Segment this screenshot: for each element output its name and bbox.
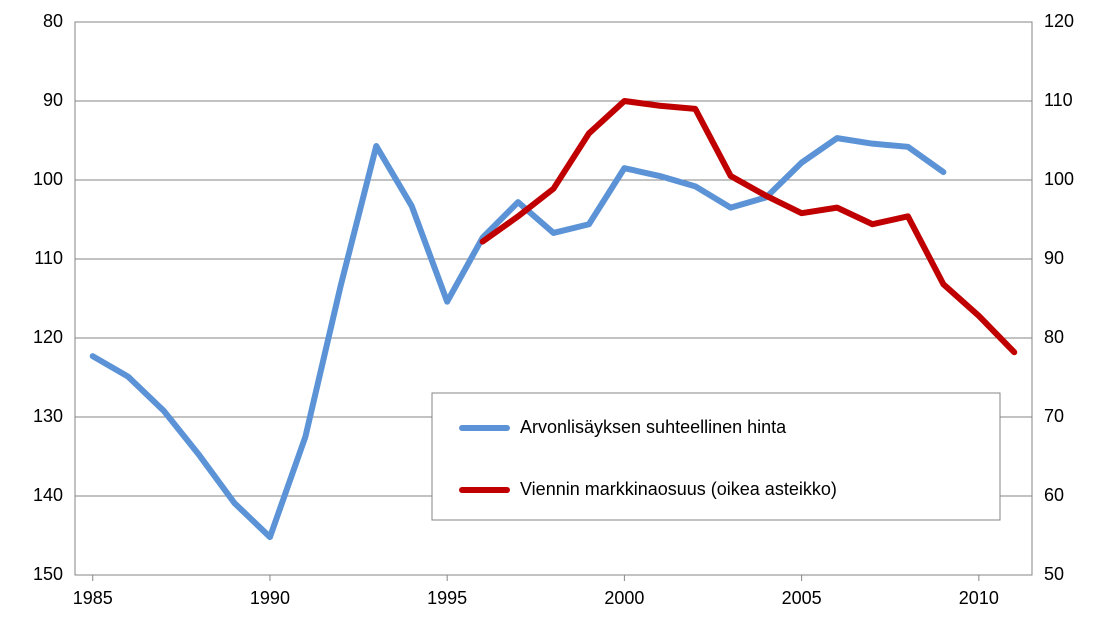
y-tick-label: 120 — [33, 327, 63, 347]
y2-tick-label: 100 — [1044, 169, 1074, 189]
x-tick-label: 1990 — [250, 588, 290, 608]
legend-label: Viennin markkinaosuus (oikea asteikko) — [520, 479, 837, 499]
x-tick-label: 2005 — [782, 588, 822, 608]
y2-tick-label: 80 — [1044, 327, 1064, 347]
x-tick-label: 1985 — [73, 588, 113, 608]
y2-tick-label: 120 — [1044, 11, 1074, 31]
y-tick-label: 150 — [33, 564, 63, 584]
series-line — [479, 98, 1018, 356]
legend-label: Arvonlisäyksen suhteellinen hinta — [520, 417, 787, 437]
y-tick-label: 130 — [33, 406, 63, 426]
y-tick-label: 100 — [33, 169, 63, 189]
y-tick-label: 80 — [43, 11, 63, 31]
y2-tick-label: 70 — [1044, 406, 1064, 426]
x-tick-label: 2010 — [959, 588, 999, 608]
y2-tick-label: 60 — [1044, 485, 1064, 505]
series-line — [89, 135, 947, 541]
y-tick-label: 110 — [34, 248, 63, 268]
x-tick-label: 1995 — [427, 588, 467, 608]
y-tick-label: 140 — [33, 485, 63, 505]
y2-tick-label: 90 — [1044, 248, 1064, 268]
y-tick-label: 90 — [43, 90, 63, 110]
y2-tick-label: 50 — [1044, 564, 1064, 584]
legend-box — [431, 392, 1001, 521]
y2-tick-label: 110 — [1044, 90, 1073, 110]
x-tick-label: 2000 — [604, 588, 644, 608]
plot-frame — [74, 21, 1033, 576]
